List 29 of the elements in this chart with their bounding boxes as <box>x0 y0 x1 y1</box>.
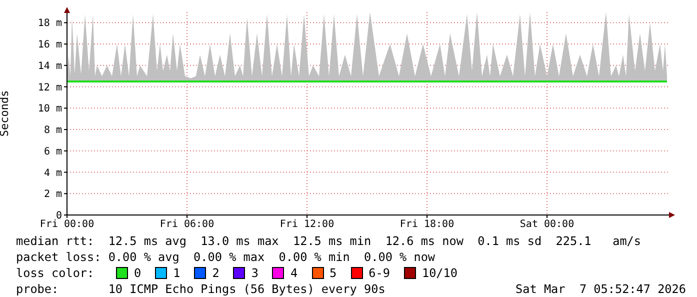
y-tick-label: 6 m <box>44 146 62 158</box>
legend-label: 10/10 <box>422 265 458 281</box>
x-tick-label: Fri 06:00 <box>160 219 214 230</box>
legend-label: 1 <box>173 265 180 281</box>
text: probe: 10 ICMP Echo Pings (56 Bytes) every 90s <box>16 281 386 297</box>
y-tick-label: 8 m <box>44 125 62 136</box>
legend-label: 4 <box>290 265 298 281</box>
legend-label: 2 <box>212 265 220 281</box>
legend-label: 3 <box>251 265 258 281</box>
legend-label: 6-9 <box>368 265 390 281</box>
text: Sat Mar 7 05:52:47 2026 <box>516 281 686 297</box>
text: loss color: <box>16 265 96 281</box>
legend-label: 5 <box>330 265 337 281</box>
x-tick-label: Fri 00:00 <box>40 219 94 230</box>
y-tick-label: 0 <box>56 210 62 222</box>
x-tick-label: Fri 18:00 <box>400 219 454 230</box>
x-tick-label: Fri 12:00 <box>280 219 334 230</box>
text: median rtt: 12.5 ms avg 13.0 ms max 12.5 ms min 12.6 ms now 0.1 ms sd 225.1 am/s <box>16 233 642 249</box>
y-tick-label: 18 m <box>38 18 62 30</box>
y-tick-label: 14 m <box>38 60 62 72</box>
y-axis-title: Seconds <box>0 90 11 137</box>
y-tick-label: 4 m <box>44 168 62 179</box>
y-tick-label: 10 m <box>38 104 62 115</box>
y-tick-label: 12 m <box>38 82 62 94</box>
x-tick-label: Sat 00:00 <box>520 219 574 230</box>
y-tick-label: 16 m <box>38 40 62 51</box>
legend-label: 0 <box>134 265 142 281</box>
y-tick-label: 2 m <box>44 189 62 200</box>
text: packet loss: 0.00 % avg 0.00 % max 0.00 % min 0.00 % now <box>16 249 436 265</box>
